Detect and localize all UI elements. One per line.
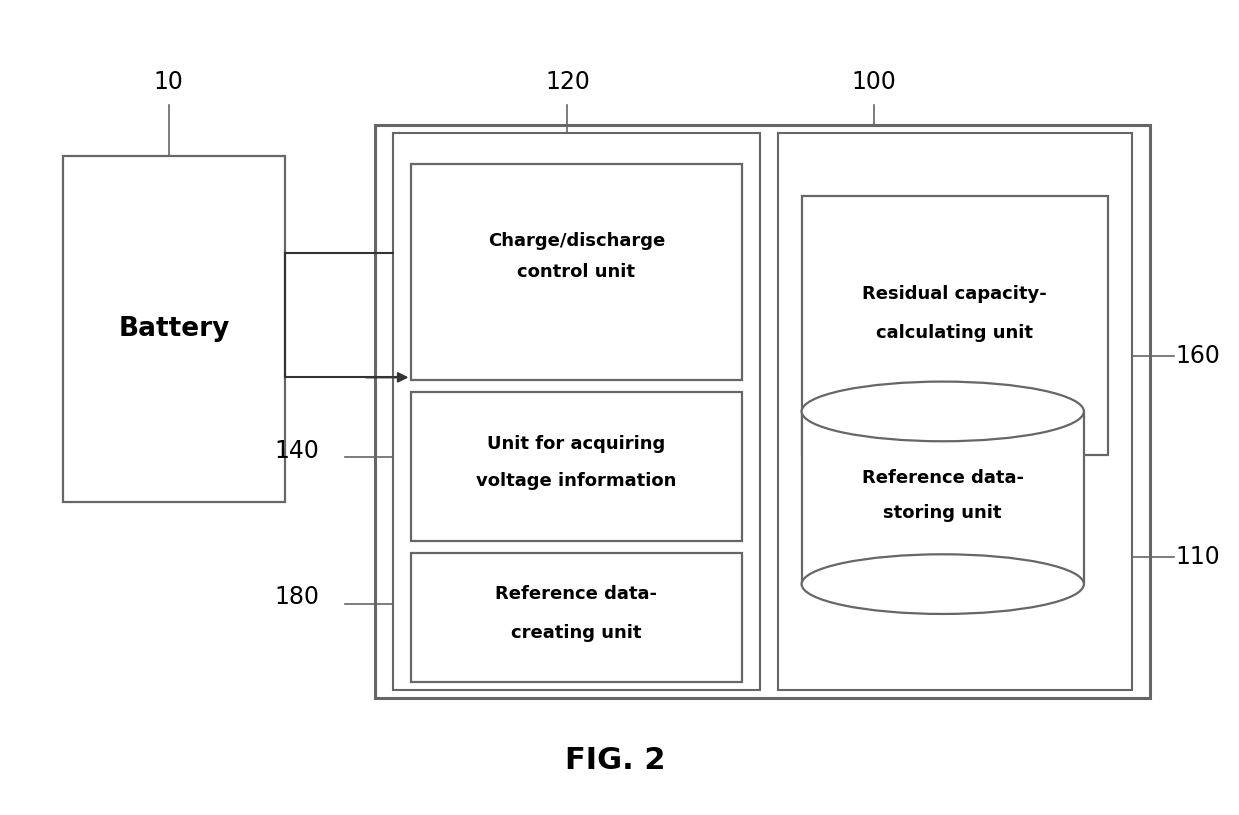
Text: Charge/discharge: Charge/discharge [488, 231, 665, 249]
Text: 100: 100 [851, 70, 896, 94]
Text: 110: 110 [1176, 544, 1220, 569]
Text: 160: 160 [1176, 345, 1220, 368]
Text: storing unit: storing unit [883, 504, 1002, 522]
FancyBboxPatch shape [393, 133, 760, 690]
FancyBboxPatch shape [375, 125, 1150, 698]
Text: Unit for acquiring: Unit for acquiring [487, 435, 665, 453]
FancyBboxPatch shape [778, 133, 1132, 690]
Ellipse shape [802, 381, 1084, 441]
FancyBboxPatch shape [802, 196, 1108, 455]
Text: 120: 120 [545, 70, 590, 94]
Text: Reference data-: Reference data- [862, 469, 1023, 487]
Text: voltage information: voltage information [476, 472, 676, 490]
Text: control unit: control unit [518, 263, 636, 281]
Text: Reference data-: Reference data- [496, 585, 658, 603]
FancyBboxPatch shape [63, 156, 285, 502]
FancyBboxPatch shape [411, 553, 742, 682]
Text: 140: 140 [275, 438, 320, 463]
Text: 10: 10 [154, 70, 183, 94]
Text: Residual capacity-: Residual capacity- [862, 284, 1047, 302]
Text: calculating unit: calculating unit [876, 324, 1033, 342]
Bar [802, 412, 1084, 584]
FancyBboxPatch shape [411, 392, 742, 541]
Text: 180: 180 [275, 585, 320, 610]
Text: Battery: Battery [119, 316, 229, 342]
Text: FIG. 2: FIG. 2 [565, 747, 665, 775]
Text: creating unit: creating unit [512, 624, 642, 642]
Ellipse shape [802, 554, 1084, 614]
FancyBboxPatch shape [411, 164, 742, 380]
